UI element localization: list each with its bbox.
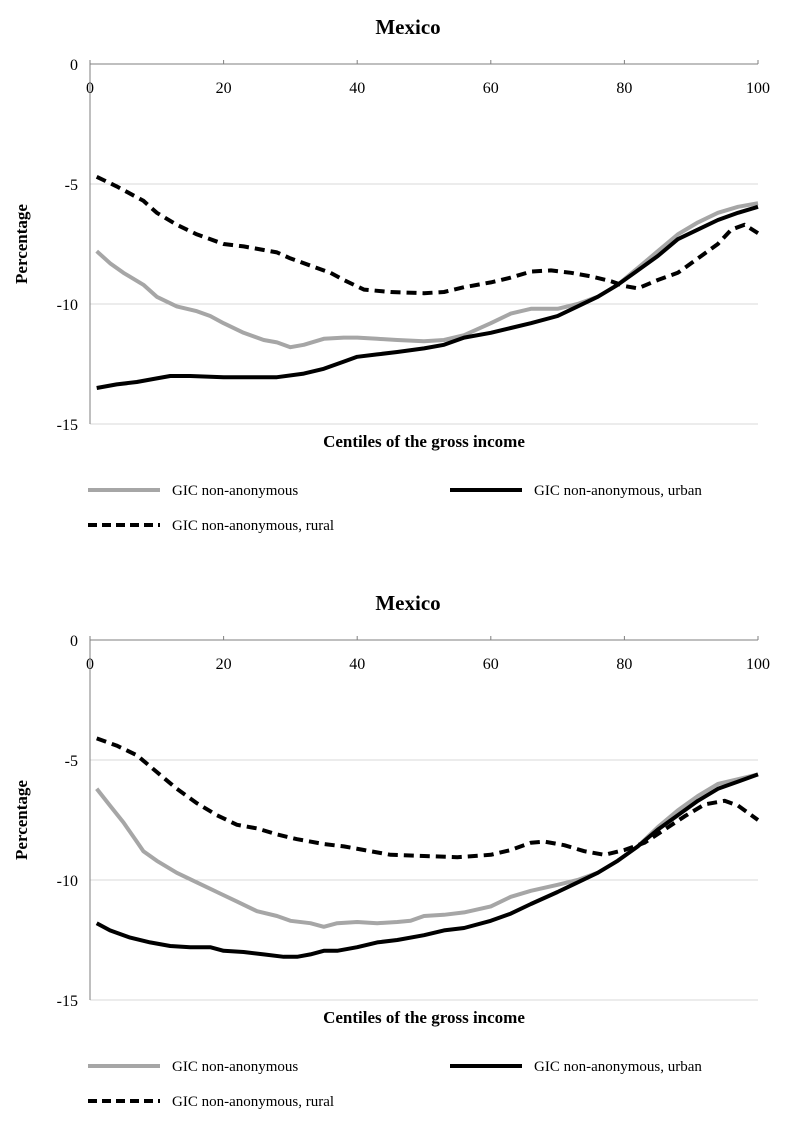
x-axis-label: Centiles of the gross income — [323, 1008, 525, 1027]
x-tick-label: 40 — [349, 656, 365, 673]
legend: GIC non-anonymous GIC non-anonymous, urb… — [88, 483, 702, 534]
legend-label-gic: GIC non-anonymous — [172, 1059, 298, 1075]
legend-label-urban: GIC non-anonymous, urban — [534, 1059, 702, 1075]
legend-label-rural: GIC non-anonymous, rural — [172, 518, 334, 534]
series-line-rural — [95, 174, 760, 296]
x-tick-label: 60 — [483, 656, 499, 673]
x-tick-label: 20 — [216, 80, 232, 97]
series-line-urban — [96, 204, 759, 390]
chart-panel-2: Mexico 0 -5 -10 -15 0 20 40 60 80 100 Percentage … — [0, 576, 800, 1136]
chart-title: Mexico — [375, 591, 440, 615]
chart-2: Mexico 0-5-10-150 20 40 60 80 100 Percentage … — [12, 591, 770, 1110]
legend-label-gic: GIC non-anonymous — [172, 483, 298, 499]
y-tick-label: 0 — [70, 633, 78, 650]
series-line-rural — [96, 736, 760, 860]
legend-label-urban: GIC non-anonymous, urban — [534, 483, 702, 499]
x-tick-label: 100 — [746, 656, 770, 673]
series-line-gic — [95, 772, 759, 929]
x-tick-label: 60 — [483, 80, 499, 97]
x-tick-label: 100 — [746, 80, 770, 97]
x-tick-label: 80 — [616, 656, 632, 673]
x-axis-label: Centiles of the gross income — [323, 432, 525, 451]
y-tick-label: -5 — [65, 753, 78, 770]
y-axis-label: Percentage — [12, 204, 31, 284]
y-tick-label: -5 — [65, 177, 78, 194]
y-tick-label: -10 — [57, 873, 78, 890]
y-tick-label: 0 — [70, 57, 78, 74]
y-axis-label: Percentage — [12, 780, 31, 860]
y-tick-label: -10 — [57, 297, 78, 314]
chart-panel-1: Mexico 0 -5 -10 -15 0 20 40 60 80 100 Percentage … — [0, 0, 800, 560]
x-tick-label: 40 — [349, 80, 365, 97]
x-tick-label: 80 — [616, 80, 632, 97]
series-line-gic — [95, 201, 759, 350]
y-tick-label: -15 — [57, 417, 78, 434]
x-tick-label: 0 — [86, 656, 94, 673]
x-tick-label: 20 — [216, 656, 232, 673]
legend-label-rural: GIC non-anonymous, rural — [172, 1094, 334, 1110]
chart-1: Mexico 0-5-10-150 20 40 60 80 100 Percentage … — [12, 15, 770, 534]
y-tick-label: -15 — [57, 993, 78, 1010]
chart-title: Mexico — [375, 15, 440, 39]
x-tick-label: 0 — [86, 80, 94, 97]
legend: GIC non-anonymous GIC non-anonymous, urb… — [88, 1059, 702, 1110]
